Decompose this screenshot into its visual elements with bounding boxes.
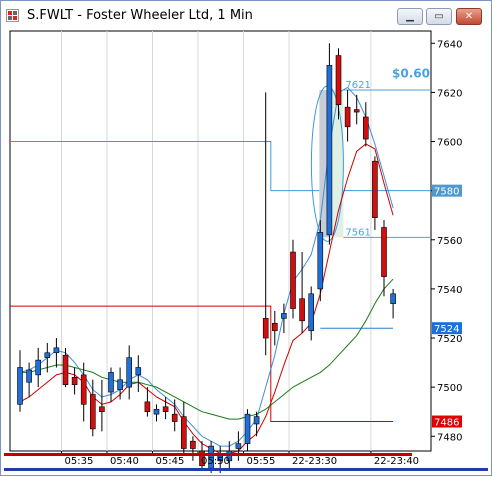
session-bar-red [4, 453, 412, 456]
candle-down [80, 374, 87, 405]
price-chart[interactable]: $0.60 7621 7561 7640 7620 7600 7580 7560 7540 752… [4, 29, 488, 477]
x-tick-label-05:55: 05:55 [247, 456, 276, 467]
candle-up [126, 357, 132, 388]
moving-average-line-2 [20, 278, 394, 420]
candle-down [144, 401, 151, 413]
candle-up [281, 313, 287, 319]
candle-up [390, 293, 396, 304]
candle-down [299, 298, 305, 322]
candle-up [308, 293, 315, 331]
candle-up [53, 347, 60, 354]
candle-down [353, 109, 360, 113]
x-tick-label-05:50: 05:50 [201, 456, 230, 467]
candle-down [99, 406, 105, 413]
candle-up [244, 413, 251, 444]
range-highlight-shade [319, 89, 330, 238]
candle-down [362, 116, 369, 140]
x-tick-label-05:35: 05:35 [65, 456, 94, 467]
candle-down [62, 354, 69, 385]
previous-close-line [10, 305, 394, 423]
restore-button[interactable]: ▭ [426, 8, 452, 25]
close-icon: ✕ [464, 11, 474, 22]
candle-up [326, 65, 333, 236]
y-tick-label-7540: 7540 [437, 285, 462, 296]
candle-down [71, 377, 78, 385]
candle-down [90, 394, 96, 430]
price-marker-label-7580: 7580 [434, 187, 459, 198]
candle-down [162, 406, 169, 413]
candle-up [253, 416, 260, 425]
price-marker-7486 [432, 415, 462, 428]
minimize-button[interactable]: ▁ [397, 8, 423, 25]
candle-down [290, 251, 296, 309]
candle-up [317, 232, 324, 290]
candle-up [235, 443, 242, 449]
candle-up [17, 367, 23, 405]
price-marker-7580 [432, 184, 462, 197]
candle-down [190, 440, 196, 449]
y-tick-label-7600: 7600 [437, 138, 462, 149]
candle-up [26, 369, 32, 383]
range-level-label-7561: 7561 [345, 227, 370, 238]
candle-up [35, 359, 42, 376]
candle-down [181, 416, 187, 449]
price-marker-label-7524: 7524 [434, 324, 459, 335]
candle-down [271, 322, 278, 331]
candle-down [372, 160, 378, 218]
candle-down [344, 106, 351, 128]
range-amount-label: $0.60 [392, 66, 430, 80]
y-tick-label-7620: 7620 [437, 88, 462, 99]
x-tick-label-22-23:40: 22-23:40 [374, 456, 419, 467]
chart-area[interactable]: $0.60 7621 7561 7640 7620 7600 7580 7560 7540 752… [4, 29, 488, 477]
close-button[interactable]: ✕ [456, 8, 482, 25]
range-level-label-7621: 7621 [345, 80, 370, 91]
y-tick-label-7640: 7640 [437, 39, 462, 50]
price-marker-label-7486: 7486 [434, 418, 459, 429]
candle-up [135, 367, 142, 376]
session-bar-blue [4, 468, 488, 471]
previous-level-line [10, 141, 431, 192]
plot-frame [9, 30, 432, 452]
y-tick-label-7560: 7560 [437, 236, 462, 247]
title-bar[interactable]: S.FWLT - Foster Wheeler Ltd, 1 Min ▁ ▭ ✕ [1, 1, 491, 31]
window-title: S.FWLT - Foster Wheeler Ltd, 1 Min [27, 8, 253, 23]
candle-up [117, 379, 123, 390]
candle-up [153, 408, 160, 415]
x-tick-label-05:40: 05:40 [110, 456, 139, 467]
candle-down [199, 450, 205, 467]
candle-up [108, 372, 114, 393]
restore-icon: ▭ [434, 11, 444, 22]
candle-down [171, 413, 178, 422]
candle-down [335, 55, 342, 105]
candle-down [262, 318, 269, 339]
minimize-icon: ▁ [406, 11, 414, 22]
price-marker-7524 [432, 322, 462, 335]
x-tick-label-22-23:30: 22-23:30 [292, 456, 337, 467]
x-tick-label-05:45: 05:45 [156, 456, 185, 467]
y-tick-label-7500: 7500 [437, 383, 462, 394]
y-tick-label-7480: 7480 [437, 432, 462, 443]
candle-down [381, 227, 387, 277]
app-icon [6, 9, 19, 22]
candle-up [44, 352, 51, 358]
y-tick-label-7520: 7520 [437, 334, 462, 345]
